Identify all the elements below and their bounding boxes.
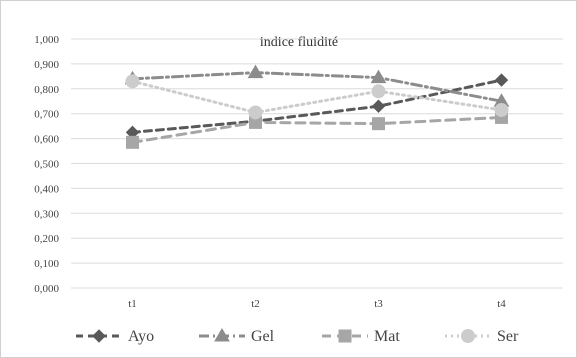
- legend-label-ayo: Ayo: [128, 328, 154, 345]
- legend: Ayo Gel Mat Ser: [76, 328, 519, 345]
- y-tick-label: 1,000: [34, 34, 59, 46]
- legend-item-ser: Ser: [445, 328, 519, 345]
- y-tick-label: 0,000: [34, 283, 59, 295]
- x-axis-ticks: t1 t2 t3 t4: [128, 298, 506, 310]
- legend-item-ayo: Ayo: [76, 328, 154, 345]
- series-line-ser: [131, 79, 503, 114]
- y-tick-label: 0,600: [34, 134, 59, 146]
- y-tick-label: 0,200: [34, 233, 59, 245]
- data-point-ser: [371, 84, 386, 99]
- legend-marker-ayo: [92, 329, 106, 343]
- series-line-ayo: [131, 78, 503, 134]
- series-line-gel: [131, 71, 503, 103]
- x-tick-label: t3: [374, 298, 383, 310]
- y-tick-label: 0,500: [34, 159, 59, 171]
- y-tick-label: 0,800: [34, 84, 59, 96]
- series-mat: [126, 110, 508, 149]
- legend-marker-ser: [461, 329, 475, 343]
- data-point-ayo: [371, 99, 386, 113]
- y-tick-label: 0,900: [34, 59, 59, 71]
- legend-item-mat: Mat: [322, 328, 400, 345]
- data-point-gel: [370, 69, 387, 84]
- chart-title: indice fluidité: [260, 35, 338, 50]
- legend-label-mat: Mat: [374, 328, 400, 345]
- data-point-ayo: [494, 73, 509, 87]
- x-tick-label: t1: [128, 298, 137, 310]
- legend-label-gel: Gel: [251, 328, 275, 345]
- series-ayo: [125, 73, 509, 140]
- y-axis-ticks: 0,000 0,100 0,200 0,300 0,400 0,500 0,600 0,700…: [34, 34, 59, 295]
- data-point-mat: [372, 117, 385, 131]
- legend-label-ser: Ser: [497, 328, 519, 345]
- y-tick-label: 0,300: [34, 208, 59, 220]
- legend-marker-gel: [214, 328, 230, 342]
- data-point-gel: [247, 64, 264, 79]
- x-tick-label: t2: [251, 298, 260, 310]
- data-point-mat: [126, 135, 139, 149]
- series-gel: [124, 64, 510, 107]
- y-tick-label: 0,100: [34, 258, 59, 270]
- series-lines: [124, 64, 510, 149]
- data-point-ser: [494, 102, 509, 117]
- series-line-mat: [131, 115, 503, 144]
- data-point-ser: [125, 74, 140, 89]
- y-tick-label: 0,700: [34, 109, 59, 121]
- legend-item-gel: Gel: [199, 328, 275, 345]
- legend-marker-mat: [338, 329, 352, 343]
- x-tick-label: t4: [497, 298, 506, 310]
- data-point-ser: [248, 105, 263, 120]
- y-tick-label: 0,400: [34, 183, 59, 195]
- series-ser: [125, 74, 509, 120]
